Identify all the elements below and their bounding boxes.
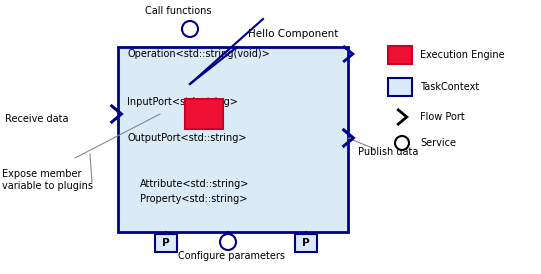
Bar (388, 78, 412, 96)
Text: P: P (162, 238, 170, 248)
Bar (295, 234, 317, 252)
Text: OutputPort<std::string>: OutputPort<std::string> (127, 133, 247, 143)
Text: Property<std::string>: Property<std::string> (140, 194, 247, 204)
Text: P: P (302, 238, 310, 248)
Bar (388, 46, 412, 64)
Text: Receive data: Receive data (5, 114, 69, 124)
Text: Flow Port: Flow Port (420, 112, 465, 122)
Bar (185, 99, 223, 129)
Text: InputPort<std::string>: InputPort<std::string> (127, 97, 238, 107)
Text: Service: Service (420, 138, 456, 148)
Circle shape (220, 234, 236, 250)
Bar (155, 234, 177, 252)
Text: Execution Engine: Execution Engine (420, 50, 505, 60)
Circle shape (182, 21, 198, 37)
Bar (118, 47, 348, 232)
Text: TaskContext: TaskContext (420, 82, 479, 92)
Circle shape (395, 136, 409, 150)
Text: Attribute<std::string>: Attribute<std::string> (140, 179, 249, 189)
Text: Hello Component: Hello Component (248, 29, 338, 39)
Text: Expose member: Expose member (2, 169, 82, 179)
Text: Configure parameters: Configure parameters (179, 251, 286, 261)
Text: Call functions: Call functions (145, 6, 211, 16)
Text: Publish data: Publish data (358, 147, 418, 157)
Text: variable to plugins: variable to plugins (2, 181, 93, 191)
Text: Operation<std::string(void)>: Operation<std::string(void)> (127, 49, 270, 59)
